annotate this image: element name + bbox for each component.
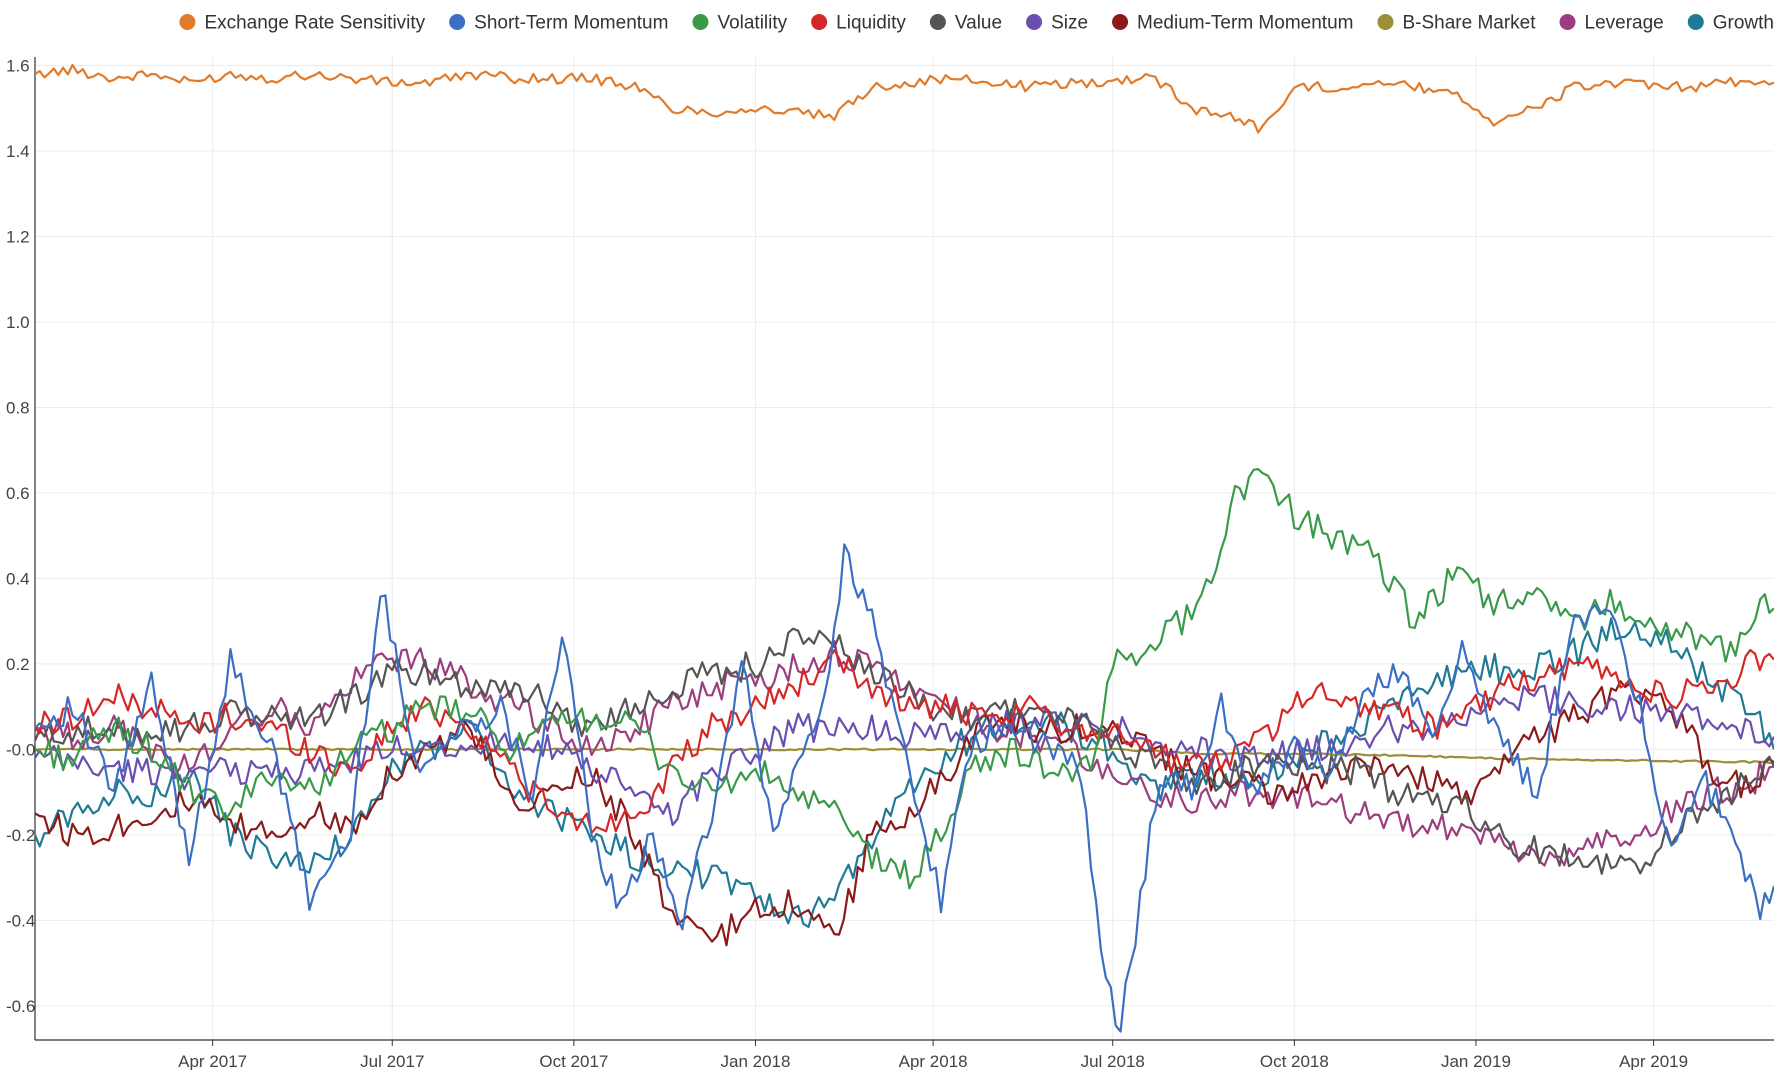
- x-tick-label: Jul 2017: [360, 1052, 424, 1070]
- legend-label: B-Share Market: [1402, 13, 1536, 34]
- legend-swatch: [692, 14, 709, 30]
- series-line-growth[interactable]: [35, 617, 1774, 929]
- x-tick-label: Jan 2019: [1441, 1052, 1511, 1070]
- x-tick-label: Apr 2017: [178, 1052, 247, 1070]
- legend-label: Size: [1051, 13, 1088, 34]
- y-tick-label: 1.4: [6, 142, 30, 161]
- legend-item-growth[interactable]: Growth: [1687, 13, 1774, 34]
- x-axis-ticks: Apr 2017 Jul 2017 Oct 2017 Jan 2018 Apr 2018…: [178, 1040, 1688, 1071]
- legend-swatch: [1687, 14, 1704, 30]
- y-tick-label: -0.2: [6, 826, 35, 845]
- axes: [34, 57, 1774, 1041]
- legend-swatch: [929, 14, 946, 30]
- legend-label: Short-Term Momentum: [474, 13, 668, 34]
- y-tick-label: 1.2: [6, 228, 30, 247]
- legend-label: Exchange Rate Sensitivity: [204, 13, 425, 34]
- legend-item-short-term-momentum[interactable]: Short-Term Momentum: [449, 13, 668, 34]
- y-tick-label: 1.6: [6, 57, 30, 76]
- legend-swatch: [179, 14, 196, 30]
- gridlines: [35, 57, 1774, 1040]
- x-tick-label: Jan 2018: [720, 1052, 790, 1070]
- legend-swatch: [1026, 14, 1043, 30]
- legend-item-leverage[interactable]: Leverage: [1559, 13, 1664, 34]
- legend-label: Volatility: [717, 13, 787, 34]
- y-axis-ticks: 1.6 1.4 1.2 1.0 0.8 0.6 0.4 0.2 -0.0 -0.2 -0.4 -0.6: [6, 57, 35, 1016]
- legend-item-size[interactable]: Size: [1026, 13, 1088, 34]
- legend-label: Growth: [1713, 13, 1774, 34]
- x-tick-label: Apr 2019: [1619, 1052, 1688, 1070]
- series-line-liquidity[interactable]: [35, 649, 1774, 835]
- legend-label: Leverage: [1585, 13, 1664, 34]
- legend-item-medium-term-momentum[interactable]: Medium-Term Momentum: [1112, 13, 1353, 34]
- legend-item-exchange-rate-sensitivity[interactable]: Exchange Rate Sensitivity: [179, 13, 426, 34]
- legend-label: Medium-Term Momentum: [1137, 13, 1353, 34]
- legend-item-liquidity[interactable]: Liquidity: [811, 13, 906, 34]
- series-line-medium-term-momentum[interactable]: [35, 680, 1774, 947]
- y-tick-label: -0.0: [6, 740, 35, 759]
- y-tick-label: 0.8: [6, 398, 30, 417]
- y-tick-label: -0.6: [6, 997, 35, 1016]
- series-line-short-term-momentum[interactable]: [35, 543, 1774, 1033]
- legend-swatch: [1559, 14, 1576, 30]
- x-tick-label: Apr 2018: [899, 1052, 968, 1070]
- series-line-value[interactable]: [35, 627, 1774, 875]
- legend-swatch: [1377, 14, 1394, 30]
- legend-label: Value: [955, 13, 1002, 34]
- legend-item-value[interactable]: Value: [929, 13, 1002, 34]
- legend-item-volatility[interactable]: Volatility: [692, 13, 788, 34]
- legend-swatch: [811, 14, 828, 30]
- legend-label: Liquidity: [836, 13, 906, 34]
- legend-swatch: [449, 14, 466, 30]
- x-tick-label: Oct 2017: [539, 1052, 608, 1070]
- y-tick-label: 0.6: [6, 484, 30, 503]
- y-tick-label: 0.4: [6, 569, 30, 588]
- legend-item-b-share-market[interactable]: B-Share Market: [1377, 13, 1536, 34]
- legend-swatch: [1112, 14, 1129, 30]
- y-tick-label: 0.2: [6, 655, 30, 674]
- y-tick-label: 1.0: [6, 313, 30, 332]
- series-line-size[interactable]: [35, 684, 1774, 827]
- series-line-leverage[interactable]: [35, 640, 1774, 867]
- y-tick-label: -0.4: [6, 911, 35, 930]
- series-line-volatility[interactable]: [35, 468, 1774, 890]
- series-line-exchange-rate-sensitivity[interactable]: [35, 63, 1774, 134]
- series-lines: [35, 63, 1774, 1033]
- chart-legend: Exchange Rate Sensitivity Short-Term Mome…: [179, 13, 1774, 34]
- x-tick-label: Jul 2018: [1081, 1052, 1145, 1070]
- x-tick-label: Oct 2018: [1260, 1052, 1329, 1070]
